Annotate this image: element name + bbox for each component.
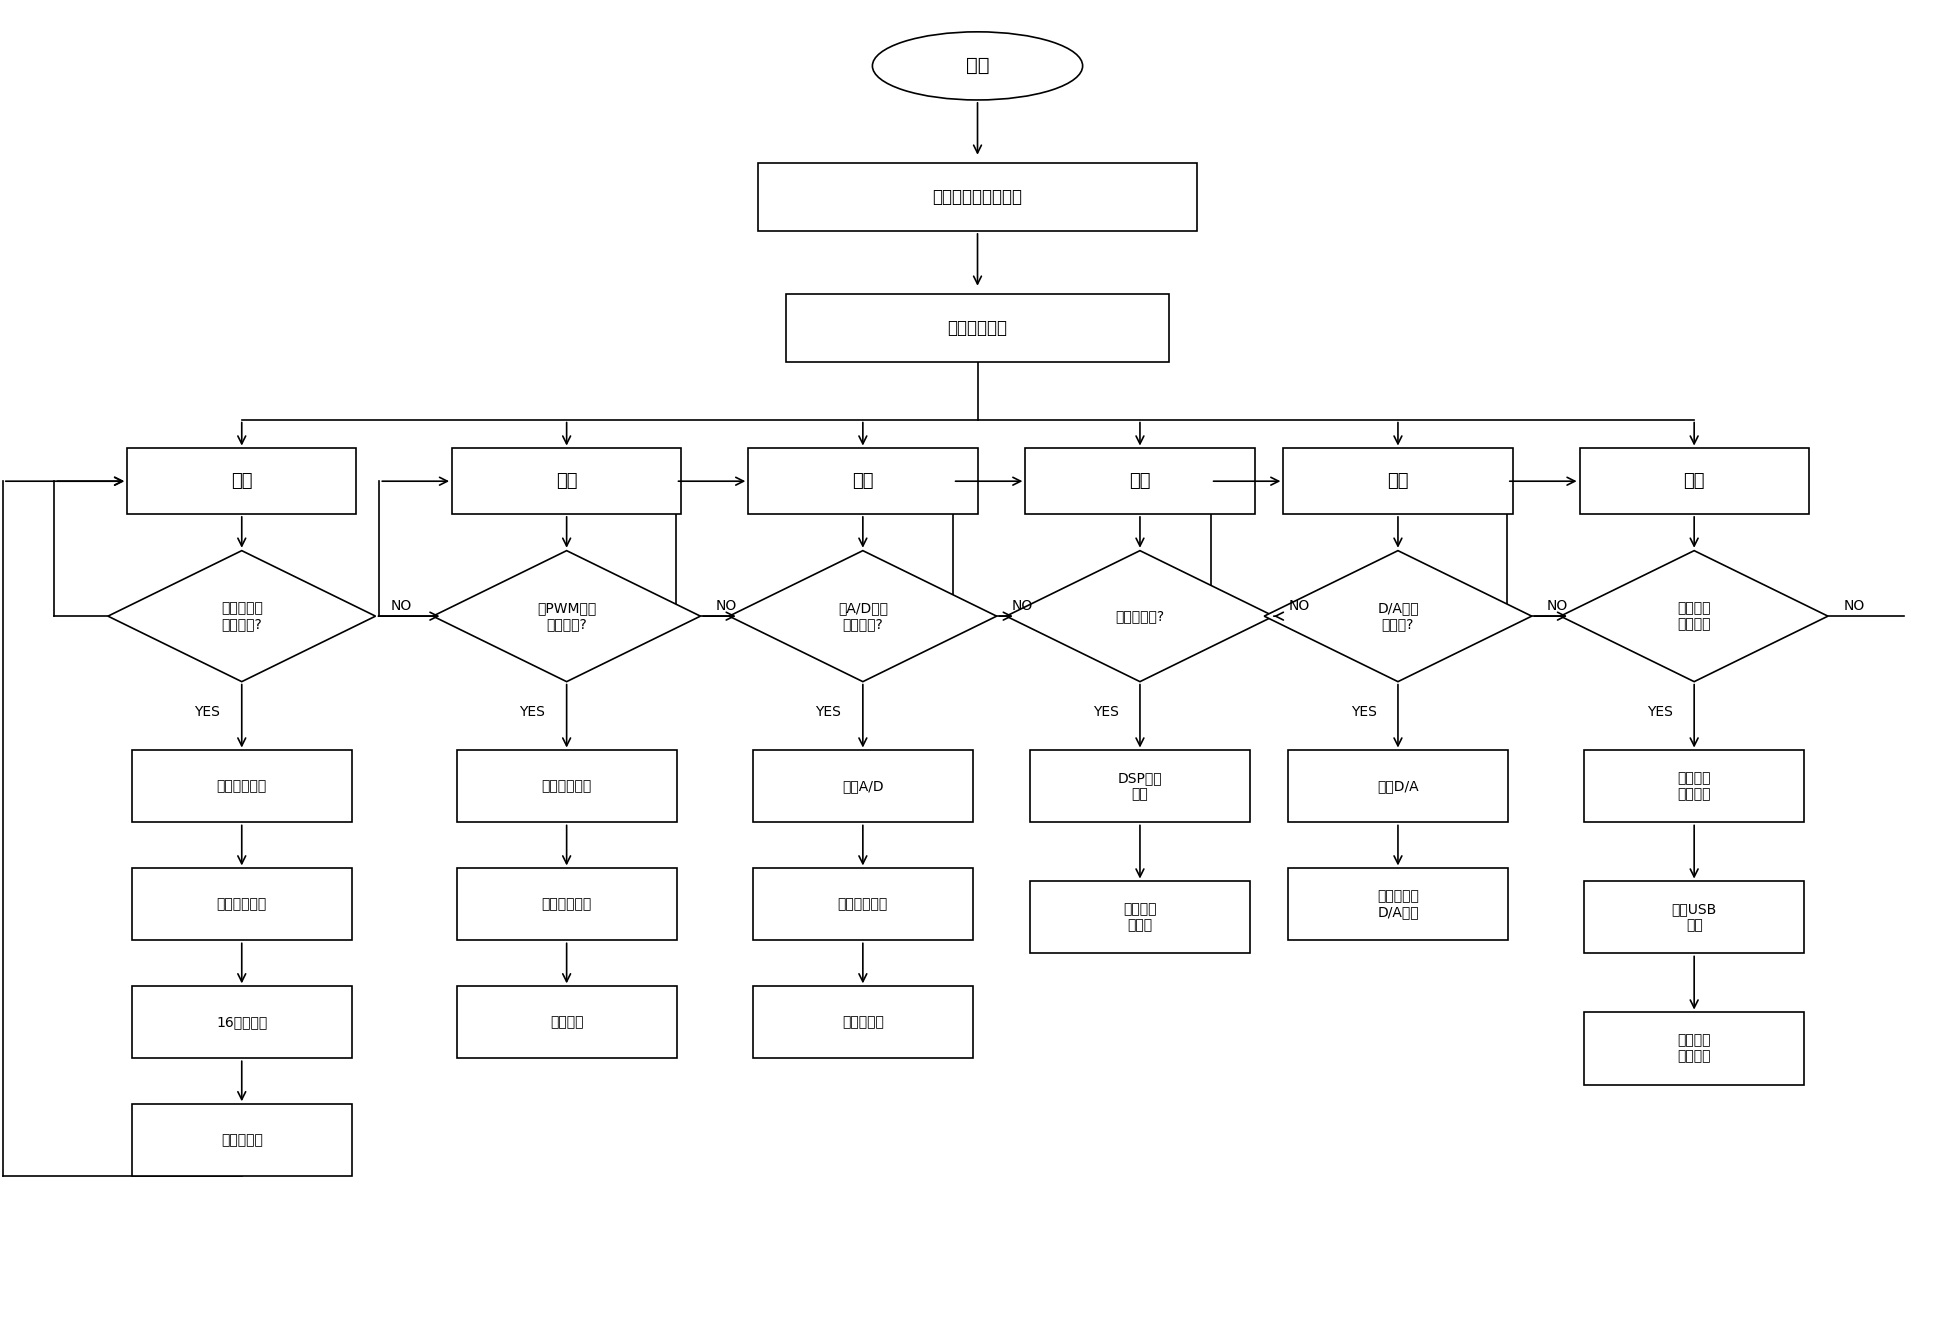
Text: YES: YES	[1092, 706, 1119, 719]
FancyBboxPatch shape	[1030, 751, 1249, 822]
Polygon shape	[1264, 551, 1532, 682]
Text: 计算死区时间: 计算死区时间	[541, 898, 591, 911]
Text: D/A模块
时间到?: D/A模块 时间到?	[1377, 601, 1417, 632]
Text: 到转子转速
测量时间?: 到转子转速 测量时间?	[221, 601, 262, 632]
Text: 系统时钟分频: 系统时钟分频	[217, 780, 268, 793]
Text: 到A/D转换
采样时间?: 到A/D转换 采样时间?	[838, 601, 888, 632]
FancyBboxPatch shape	[1287, 751, 1507, 822]
Text: 是否需要
上传数据: 是否需要 上传数据	[1677, 601, 1710, 632]
FancyBboxPatch shape	[132, 869, 351, 940]
Text: 启动USB
模块: 启动USB 模块	[1671, 903, 1716, 932]
Text: YES: YES	[520, 706, 545, 719]
Text: 开始: 开始	[966, 57, 989, 75]
Text: YES: YES	[814, 706, 842, 719]
Text: 计算占空比值: 计算占空比值	[541, 780, 591, 793]
FancyBboxPatch shape	[456, 986, 677, 1058]
Text: 等待: 等待	[556, 473, 578, 490]
FancyBboxPatch shape	[132, 1104, 351, 1176]
FancyBboxPatch shape	[456, 869, 677, 940]
FancyBboxPatch shape	[1584, 751, 1803, 822]
Text: 发送数据给
D/A模块: 发送数据给 D/A模块	[1377, 890, 1417, 919]
Text: 读写外部
存储器: 读写外部 存储器	[1123, 903, 1156, 932]
Text: NO: NO	[1842, 598, 1863, 613]
Text: 过流保护: 过流保护	[549, 1016, 584, 1029]
Polygon shape	[1006, 551, 1274, 682]
Text: 对结果滤波: 对结果滤波	[842, 1016, 884, 1029]
Text: 16位除法器: 16位除法器	[215, 1016, 268, 1029]
FancyBboxPatch shape	[132, 986, 351, 1058]
Text: NO: NO	[390, 598, 411, 613]
FancyBboxPatch shape	[1584, 1013, 1803, 1084]
Text: 等待: 等待	[1683, 473, 1704, 490]
FancyBboxPatch shape	[1030, 882, 1249, 953]
FancyBboxPatch shape	[785, 294, 1167, 361]
Text: YES: YES	[1350, 706, 1377, 719]
FancyBboxPatch shape	[752, 751, 971, 822]
FancyBboxPatch shape	[748, 449, 977, 514]
FancyBboxPatch shape	[128, 449, 357, 514]
Text: 得到转速值: 得到转速值	[221, 1133, 262, 1147]
FancyBboxPatch shape	[758, 163, 1196, 230]
Text: YES: YES	[1646, 706, 1671, 719]
Text: 启动D/A: 启动D/A	[1377, 780, 1417, 793]
Ellipse shape	[873, 32, 1082, 101]
Text: 从配置芯片加载程序: 从配置芯片加载程序	[933, 188, 1022, 207]
Text: 霍尔脉冲计数: 霍尔脉冲计数	[217, 898, 268, 911]
FancyBboxPatch shape	[1578, 449, 1807, 514]
FancyBboxPatch shape	[1287, 869, 1507, 940]
Text: 到PWM输出
采样时间?: 到PWM输出 采样时间?	[537, 601, 595, 632]
Text: NO: NO	[1545, 598, 1567, 613]
FancyBboxPatch shape	[752, 869, 971, 940]
Polygon shape	[729, 551, 997, 682]
Text: 启动A/D: 启动A/D	[842, 780, 882, 793]
Text: 总线时间到?: 总线时间到?	[1115, 609, 1163, 624]
FancyBboxPatch shape	[456, 751, 677, 822]
Text: 系统正常工作: 系统正常工作	[946, 319, 1006, 336]
Polygon shape	[432, 551, 700, 682]
Text: 采集通道数据: 采集通道数据	[838, 898, 888, 911]
FancyBboxPatch shape	[1026, 449, 1255, 514]
Text: NO: NO	[1287, 598, 1309, 613]
FancyBboxPatch shape	[752, 986, 971, 1058]
Text: YES: YES	[194, 706, 221, 719]
Text: 等待: 等待	[1128, 473, 1150, 490]
Polygon shape	[109, 551, 376, 682]
Text: DSP总线
读写: DSP总线 读写	[1117, 772, 1161, 801]
Text: NO: NO	[715, 598, 737, 613]
Text: NO: NO	[1012, 598, 1033, 613]
Text: 等待: 等待	[851, 473, 873, 490]
Text: 等待: 等待	[1386, 473, 1408, 490]
Text: 整理数据
格式打包: 整理数据 格式打包	[1677, 772, 1710, 801]
FancyBboxPatch shape	[452, 449, 681, 514]
Text: 向上位机
发送数据: 向上位机 发送数据	[1677, 1034, 1710, 1063]
Text: 等待: 等待	[231, 473, 252, 490]
Polygon shape	[1559, 551, 1827, 682]
FancyBboxPatch shape	[1282, 449, 1512, 514]
FancyBboxPatch shape	[132, 751, 351, 822]
FancyBboxPatch shape	[1584, 882, 1803, 953]
